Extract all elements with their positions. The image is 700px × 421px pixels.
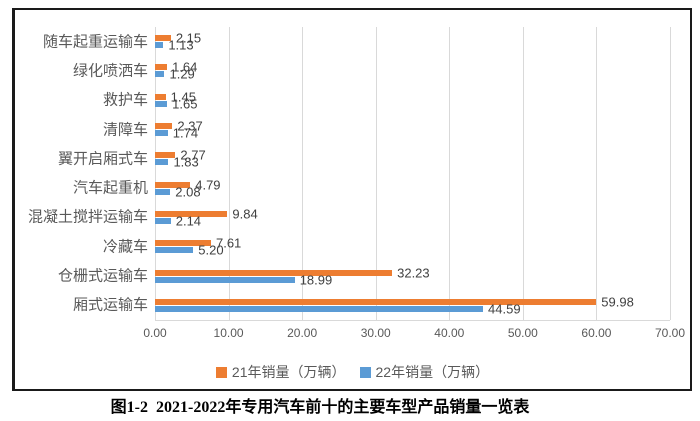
x-tick-label: 60.00 [581, 326, 612, 340]
bar-22 [155, 100, 168, 107]
gridline [522, 27, 524, 320]
bar-21 [155, 93, 166, 100]
bar-21 [155, 269, 393, 276]
value-label-21: 2.37 [177, 118, 203, 134]
category-label: 翼开启厢式车 [57, 150, 148, 168]
legend-item-22: 22年销量（万辆） [359, 362, 490, 382]
plot-area: 0.00 10.00 20.00 30.00 40.00 50.00 60.00 70.00 随… [15, 10, 690, 389]
bar-22 [155, 247, 194, 254]
value-label-21: 1.45 [170, 89, 196, 105]
category-label: 救护车 [102, 91, 148, 109]
legend-label-21: 21年销量（万辆） [231, 364, 346, 380]
value-label-22: 1.74 [172, 125, 199, 141]
value-label-22: 44.59 [488, 301, 521, 317]
bar-21 [155, 64, 168, 71]
gridline [302, 27, 304, 320]
value-label-21: 4.79 [195, 177, 221, 193]
value-label-22: 1.65 [172, 96, 198, 112]
bar-22 [155, 71, 165, 78]
legend-label-22: 22年销量（万辆） [375, 364, 490, 380]
category-label: 汽车起重机 [72, 179, 148, 197]
category-label: 冷藏车 [102, 238, 148, 256]
value-label-21: 2.15 [175, 30, 202, 46]
x-axis-line [155, 320, 670, 321]
value-label-22: 1.83 [173, 154, 199, 170]
value-label-22: 1.29 [169, 66, 195, 82]
legend-marker-21-icon [215, 366, 227, 378]
figure-caption: 图1-2 2021-2022年专用汽车前十的主要车型产品销量一览表 [110, 399, 530, 416]
bar-21 [155, 152, 176, 159]
x-tick-label: 20.00 [287, 326, 318, 340]
legend: 21年销量（万辆） 22年销量（万辆） [15, 362, 690, 382]
value-label-22: 1.13 [168, 37, 194, 53]
category-label: 仓栅式运输车 [57, 267, 148, 285]
value-label-21: 32.23 [397, 265, 430, 281]
category-label: 厢式运输车 [72, 296, 148, 314]
value-label-21: 2.77 [180, 147, 206, 163]
value-label-22: 18.99 [299, 272, 333, 288]
x-tick-label: 70.00 [654, 326, 686, 340]
value-label-21: 7.61 [215, 235, 242, 251]
bar-21 [155, 210, 228, 217]
bar-21 [155, 123, 173, 130]
gridline [670, 27, 671, 320]
value-label-21: 1.64 [172, 59, 198, 75]
value-label-22: 5.20 [198, 242, 224, 258]
category-label: 绿化喷洒车 [72, 62, 148, 80]
category-label: 清障车 [102, 121, 148, 139]
bar-22 [155, 305, 484, 312]
chart-frame: 0.00 10.00 20.00 30.00 40.00 50.00 60.00 70.00 随… [12, 8, 692, 391]
bar-22 [155, 130, 168, 137]
gridline [155, 27, 156, 320]
bar-22 [155, 276, 295, 283]
bar-21 [155, 35, 171, 42]
bar-22 [155, 42, 164, 49]
bar-22 [155, 217, 171, 224]
value-label-21: 9.84 [232, 206, 258, 222]
bar-22 [155, 159, 169, 166]
category-label: 随车起重运输车 [42, 33, 148, 51]
bar-22 [155, 188, 171, 195]
value-label-22: 2.08 [175, 184, 201, 200]
gridline [375, 27, 377, 320]
x-tick-label: 30.00 [360, 326, 391, 340]
value-label-21: 59.98 [601, 294, 634, 310]
bar-21 [155, 298, 597, 305]
gridline [596, 27, 598, 320]
gridline [449, 27, 451, 320]
x-tick-label: 10.00 [213, 326, 244, 340]
legend-marker-22-icon [359, 366, 371, 378]
x-tick-label: 50.00 [507, 326, 538, 340]
legend-item-21: 21年销量（万辆） [215, 362, 346, 382]
value-label-22: 2.14 [175, 213, 202, 229]
x-tick-label: 40.00 [434, 326, 465, 340]
x-tick-label: 0.00 [143, 326, 167, 340]
category-label: 混凝土搅拌运输车 [27, 208, 148, 226]
bar-21 [155, 181, 191, 188]
gridline [228, 27, 230, 320]
bar-21 [155, 240, 211, 247]
